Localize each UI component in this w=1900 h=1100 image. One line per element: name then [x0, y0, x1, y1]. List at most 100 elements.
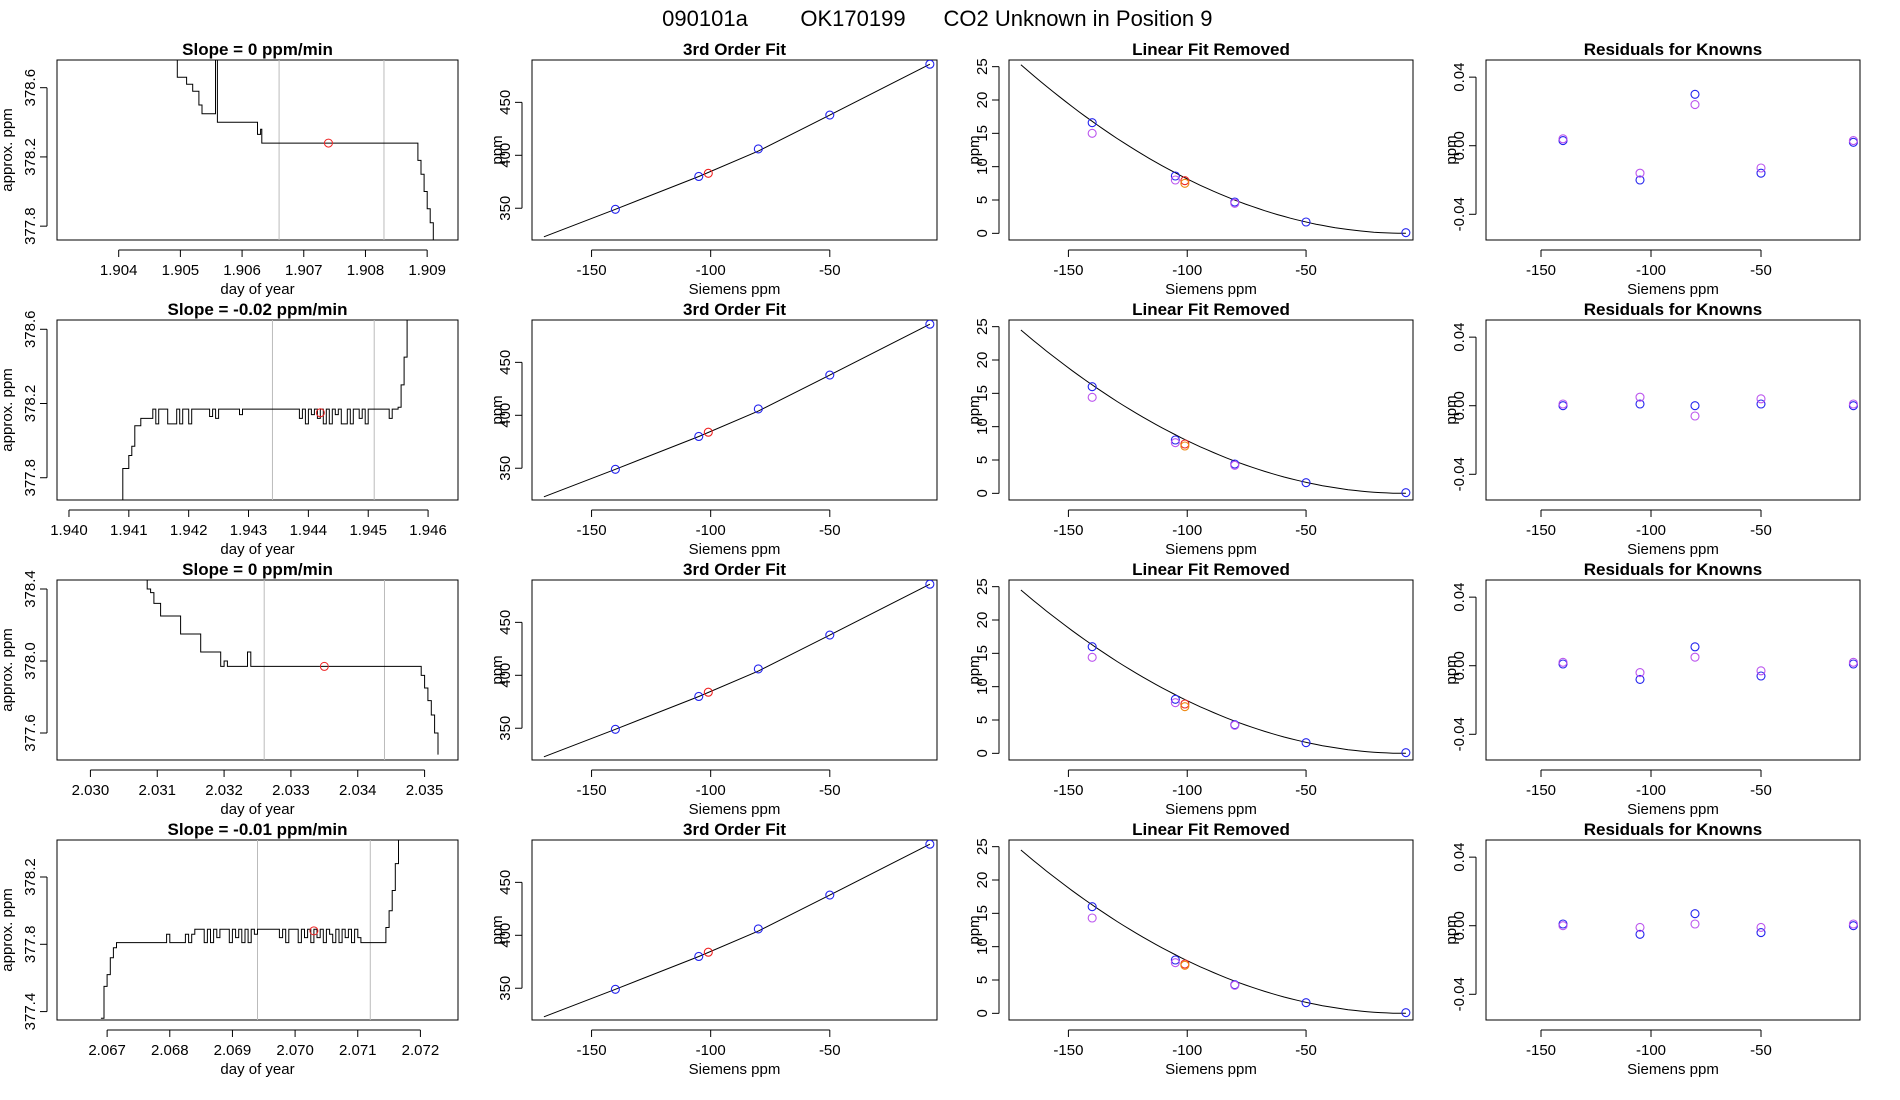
x-axis-label: Siemens ppm	[1627, 541, 1719, 558]
y-tick-label: 378.2	[22, 138, 39, 176]
y-tick-label: 15	[974, 645, 991, 662]
data-point-blue	[610, 724, 620, 734]
y-axis-label: ppm	[489, 655, 506, 684]
x-tick-label: -150	[577, 1042, 607, 1059]
chart-panel-r1c1: 3rd Order Fit -150 -100 -50 Siemens ppm 350 40…	[489, 300, 938, 558]
y-tick-label: 378.2	[22, 858, 39, 896]
x-tick-label: 1.940	[50, 522, 88, 539]
x-tick-label: -50	[1750, 1042, 1772, 1059]
x-axis: -150 -100 -50 Siemens ppm	[1526, 1029, 1772, 1078]
x-tick-label: 2.032	[205, 782, 243, 799]
data-point-blue	[694, 171, 704, 182]
x-axis: -150 -100 -50 Siemens ppm	[577, 769, 841, 818]
x-tick-label: -150	[1526, 522, 1556, 539]
data-point-red	[1180, 176, 1190, 186]
x-axis: 1.940 1.941 1.942 1.943 1.944 1.945 1.946 day o…	[50, 509, 447, 558]
y-tick-label: 0	[974, 489, 991, 497]
y-tick-label: 350	[497, 196, 514, 221]
y-tick-label: 15	[974, 125, 991, 142]
x-tick-label: -100	[696, 522, 726, 539]
data-point-orange	[1180, 441, 1190, 451]
y-tick-label: 10	[974, 678, 991, 695]
plot-area	[543, 840, 935, 1018]
panel-title: 3rd Order Fit	[683, 560, 786, 579]
y-tick-label: 378.2	[22, 385, 39, 423]
y-tick-label: 0.04	[1451, 843, 1468, 872]
chart-panel-r2c1: 3rd Order Fit -150 -100 -50 Siemens ppm 350 40…	[489, 560, 938, 818]
data-point-blue	[1087, 902, 1097, 912]
data-point-purple	[1635, 168, 1645, 178]
data-point-blue	[1635, 929, 1645, 939]
y-tick-label: 350	[497, 976, 514, 1001]
x-axis-label: Siemens ppm	[689, 281, 781, 298]
data-point-purple	[1848, 136, 1858, 146]
y-tick-label: 0.00	[1451, 651, 1468, 680]
data-point-purple	[1690, 919, 1700, 929]
plot-area	[1020, 329, 1411, 498]
x-tick-label: 2.034	[339, 782, 377, 799]
y-tick-label: 5	[974, 716, 991, 724]
y-axis-label: approx. ppm	[0, 628, 16, 711]
data-point-blue	[1401, 748, 1411, 758]
data-point-blue	[825, 370, 835, 380]
data-point-blue	[1756, 671, 1766, 681]
data-point-blue	[925, 320, 935, 329]
data-point-purple	[1635, 668, 1645, 678]
x-tick-label: -100	[1636, 522, 1666, 539]
plot-area	[100, 840, 399, 1020]
figure-title-tank: OK170199	[800, 6, 905, 31]
plot-frame	[1485, 319, 1861, 501]
y-tick-label: 10	[974, 158, 991, 175]
data-point-blue	[753, 404, 763, 414]
x-tick-label: -150	[1053, 522, 1083, 539]
y-tick-label: 20	[974, 352, 991, 369]
data-point-blue	[1401, 488, 1411, 498]
data-point-purple	[1635, 392, 1645, 402]
chart-panel-r2c2: Linear Fit Removed -150 -100 -50 Siemens ppm…	[966, 560, 1414, 818]
data-point-purple	[1690, 100, 1700, 110]
data-point-purple	[1558, 134, 1568, 144]
y-tick-label: -0.04	[1451, 977, 1468, 1011]
chart-panel-r0c2: Linear Fit Removed -150 -100 -50 Siemens ppm…	[966, 40, 1414, 298]
y-tick-label: 15	[974, 905, 991, 922]
y-axis: -0.04 0.00 0.04 ppm	[1443, 583, 1477, 751]
plot-frame	[1485, 579, 1861, 761]
data-point-red	[703, 168, 713, 178]
y-tick-label: 25	[974, 58, 991, 75]
data-point-purple	[1756, 394, 1766, 404]
data-point-blue	[1170, 435, 1180, 445]
panel-title: Slope = -0.02 ppm/min	[168, 300, 348, 319]
data-point-purple	[1230, 720, 1240, 730]
chart-panel-r0c3: Residuals for Knowns -150 -100 -50 Siemens p…	[1443, 40, 1861, 298]
y-tick-label: 450	[497, 90, 514, 115]
y-tick-label: 350	[497, 456, 514, 481]
plot-frame	[1008, 59, 1414, 241]
fit-curve	[543, 583, 931, 758]
data-point-blue	[694, 951, 704, 962]
data-point-blue	[1170, 171, 1180, 181]
x-tick-label: -50	[819, 262, 841, 279]
data-point-blue	[1756, 928, 1766, 938]
x-tick-label: 1.941	[110, 522, 148, 539]
mean-point-marker	[315, 408, 325, 418]
panel-title: Residuals for Knowns	[1584, 40, 1763, 59]
plot-frame	[1008, 319, 1414, 501]
y-axis: 377.8 378.2 378.6 approx. ppm	[0, 311, 48, 497]
x-tick-label: 1.944	[290, 522, 328, 539]
panel-title: 3rd Order Fit	[683, 40, 786, 59]
data-point-purple	[1848, 657, 1858, 667]
concentration-trace	[174, 60, 434, 240]
y-tick-label: 25	[974, 838, 991, 855]
plot-area	[1558, 909, 1858, 939]
x-tick-label: -100	[1172, 262, 1202, 279]
data-point-blue	[1756, 168, 1766, 178]
x-axis-label: Siemens ppm	[1627, 281, 1719, 298]
x-axis: -150 -100 -50 Siemens ppm	[577, 509, 841, 558]
data-point-blue	[825, 890, 835, 900]
y-tick-label: 0.04	[1451, 583, 1468, 612]
x-axis-label: Siemens ppm	[689, 1061, 781, 1078]
x-tick-label: -50	[819, 522, 841, 539]
panel-title: 3rd Order Fit	[683, 820, 786, 839]
